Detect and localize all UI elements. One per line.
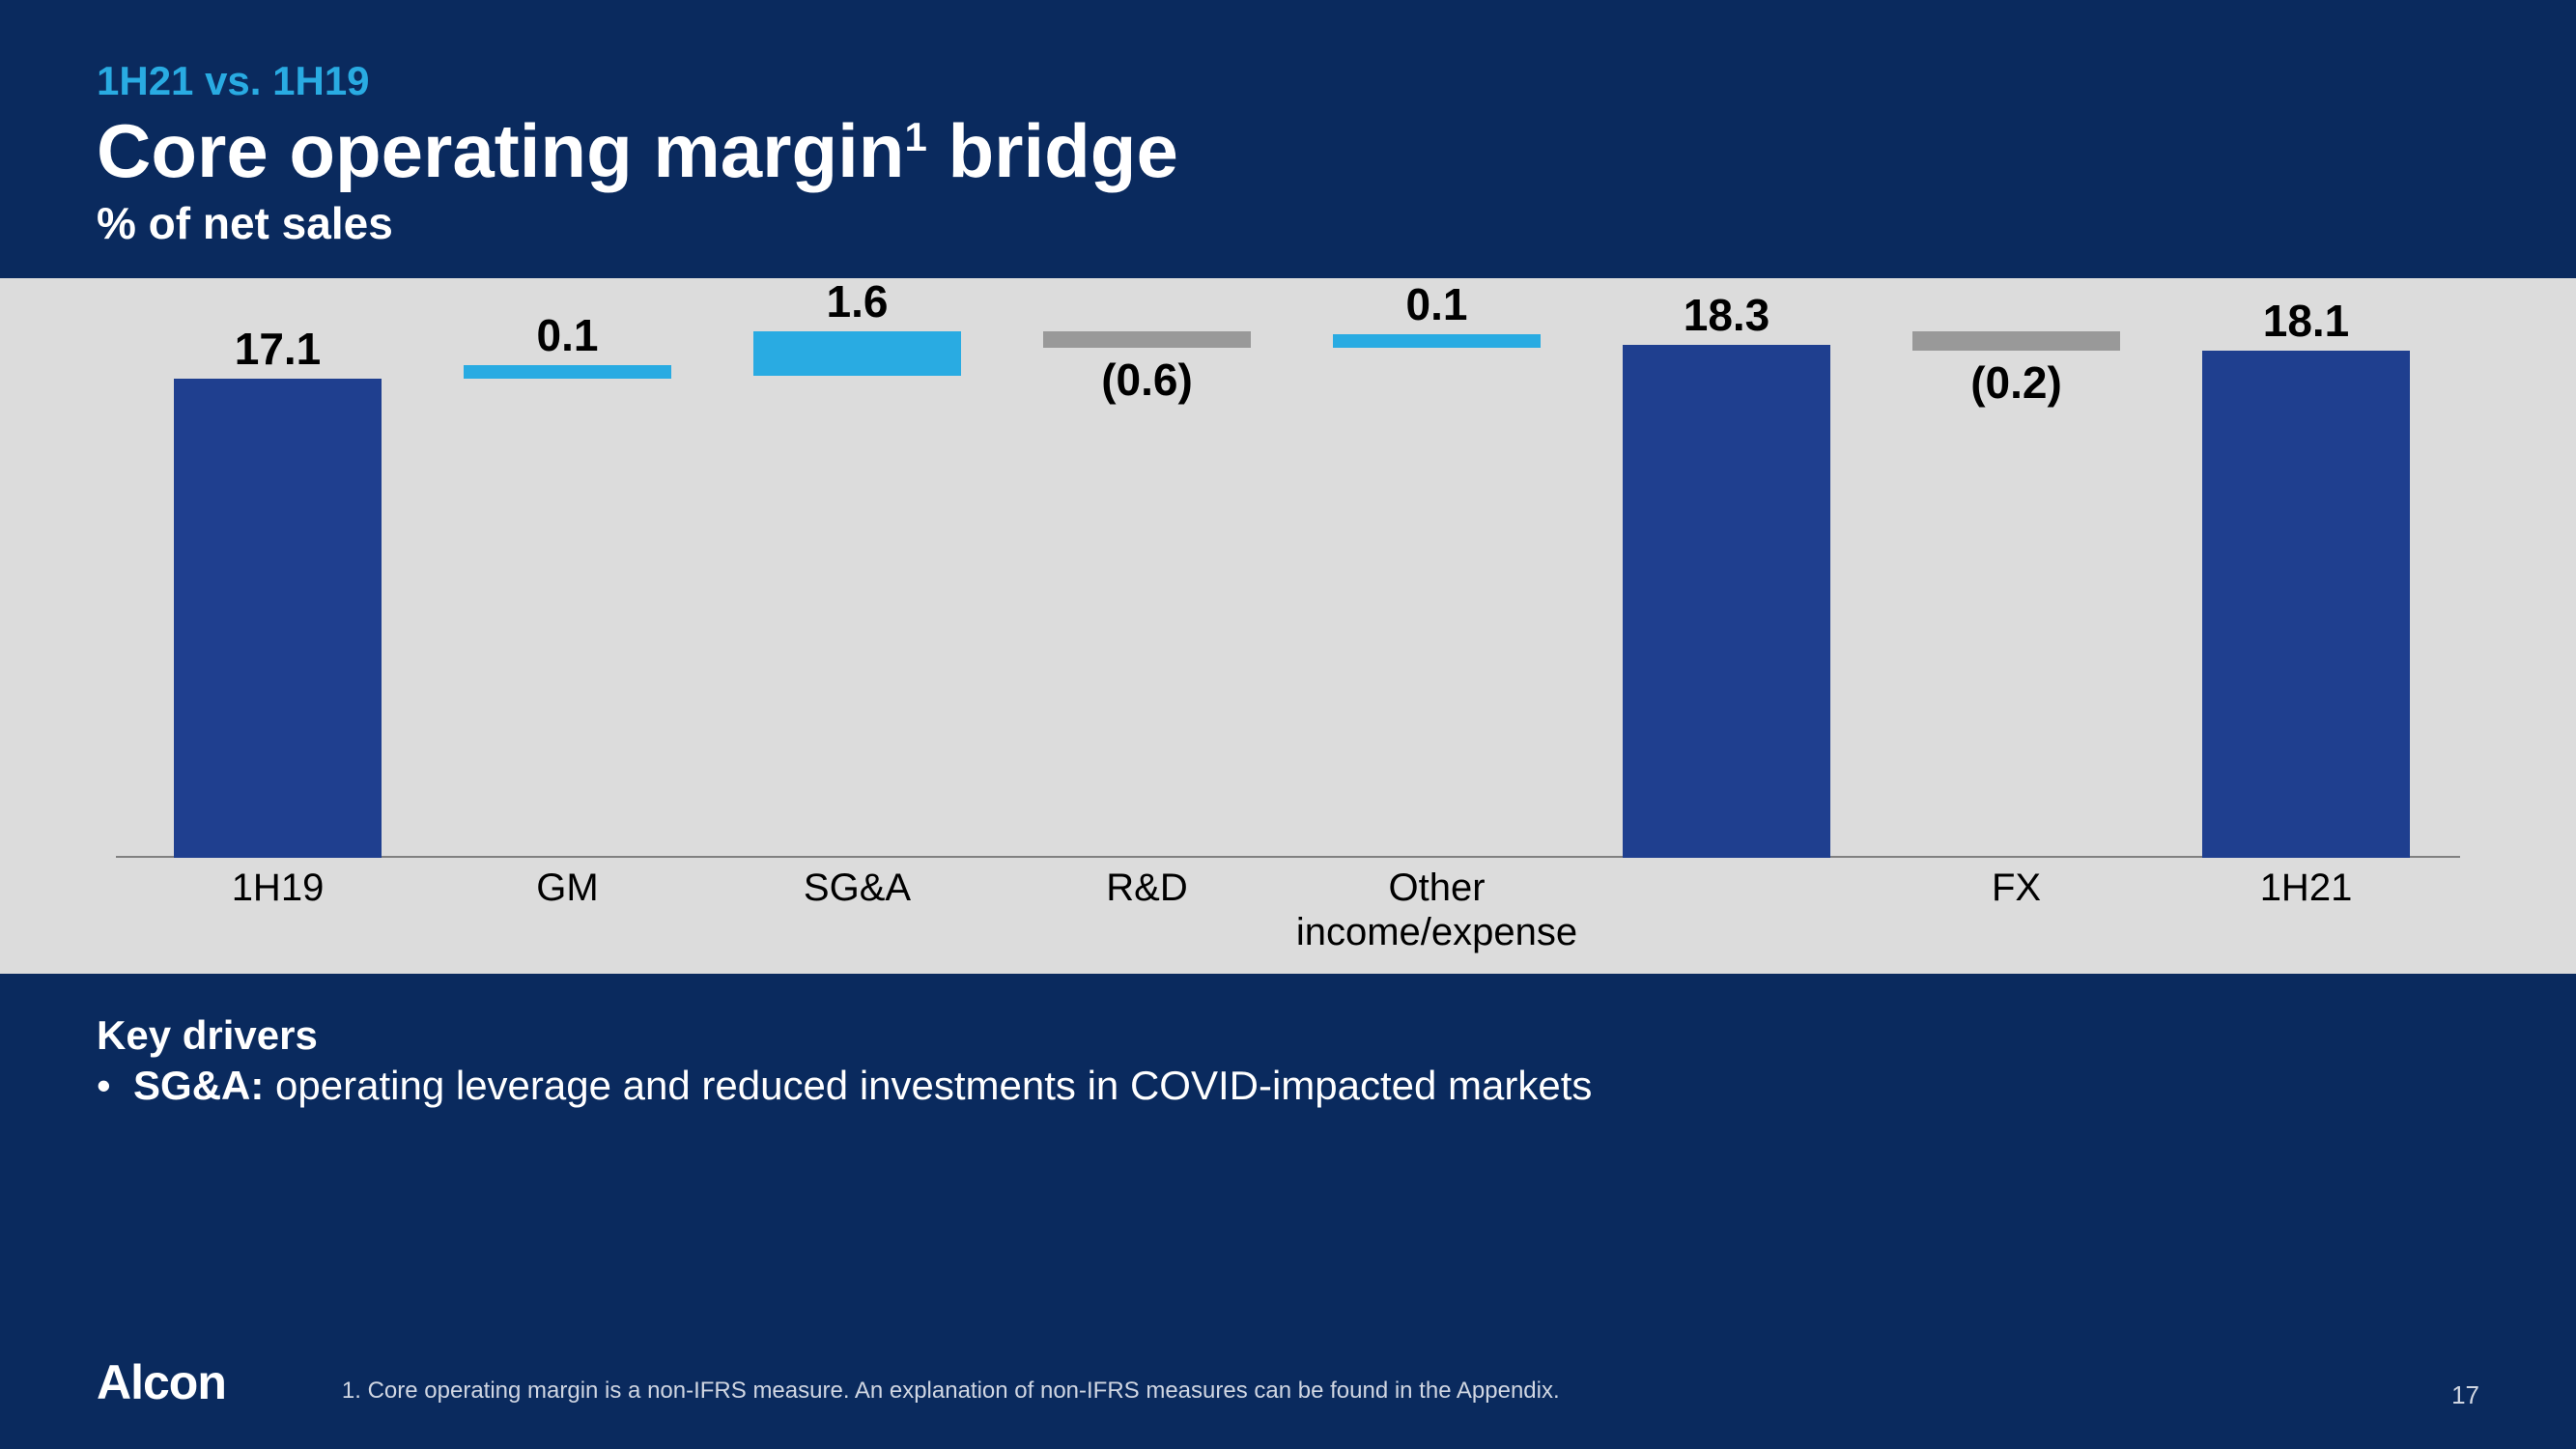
- key-drivers-block: Key drivers • SG&A: operating leverage a…: [0, 974, 2576, 1109]
- page-number: 17: [2451, 1380, 2479, 1410]
- kd-bold: SG&A:: [133, 1063, 264, 1108]
- chart-bar: [174, 379, 382, 858]
- chart-bar: [1912, 331, 2120, 351]
- chart-bar: [753, 331, 961, 376]
- chart-value-label: (0.6): [1003, 354, 1292, 406]
- kd-rest: operating leverage and reduced investmen…: [264, 1063, 1592, 1108]
- header-block: 1H21 vs. 1H19 Core operating margin1 bri…: [0, 0, 2576, 278]
- footnote-text: 1. Core operating margin is a non-IFRS m…: [226, 1378, 2451, 1410]
- chart-bar: [1333, 334, 1541, 348]
- chart-category-label: Other income/expense: [1244, 858, 1630, 954]
- key-drivers-heading: Key drivers: [97, 1012, 2479, 1059]
- waterfall-chart: 17.11H190.1GM1.6SG&A(0.6)R&D0.1Other inc…: [0, 278, 2576, 974]
- chart-bar: [464, 365, 671, 379]
- title-sup: 1: [904, 114, 926, 159]
- chart-value-label: 0.1: [423, 309, 713, 361]
- title-pre: Core operating margin: [97, 108, 904, 193]
- chart-value-label: 1.6: [713, 275, 1003, 327]
- chart-value-label: 18.1: [2162, 295, 2451, 347]
- logo: Alcon: [97, 1354, 226, 1410]
- chart-value-label: 0.1: [1292, 278, 1582, 330]
- chart-value-label: 18.3: [1582, 289, 1872, 341]
- page-subtitle: % of net sales: [97, 197, 2479, 249]
- key-drivers-bullet: • SG&A: operating leverage and reduced i…: [97, 1063, 2479, 1109]
- page-title: Core operating margin1 bridge: [97, 112, 2479, 191]
- title-post: bridge: [927, 108, 1178, 193]
- footer: Alcon 1. Core operating margin is a non-…: [97, 1354, 2479, 1410]
- chart-bar: [2202, 351, 2410, 858]
- chart-value-label: 17.1: [133, 323, 423, 375]
- chart-category-label: 1H21: [2113, 858, 2500, 910]
- chart-bar: [1623, 345, 1830, 858]
- chart-value-label: (0.2): [1872, 356, 2162, 409]
- chart-bar: [1043, 331, 1251, 348]
- eyebrow-text: 1H21 vs. 1H19: [97, 58, 2479, 104]
